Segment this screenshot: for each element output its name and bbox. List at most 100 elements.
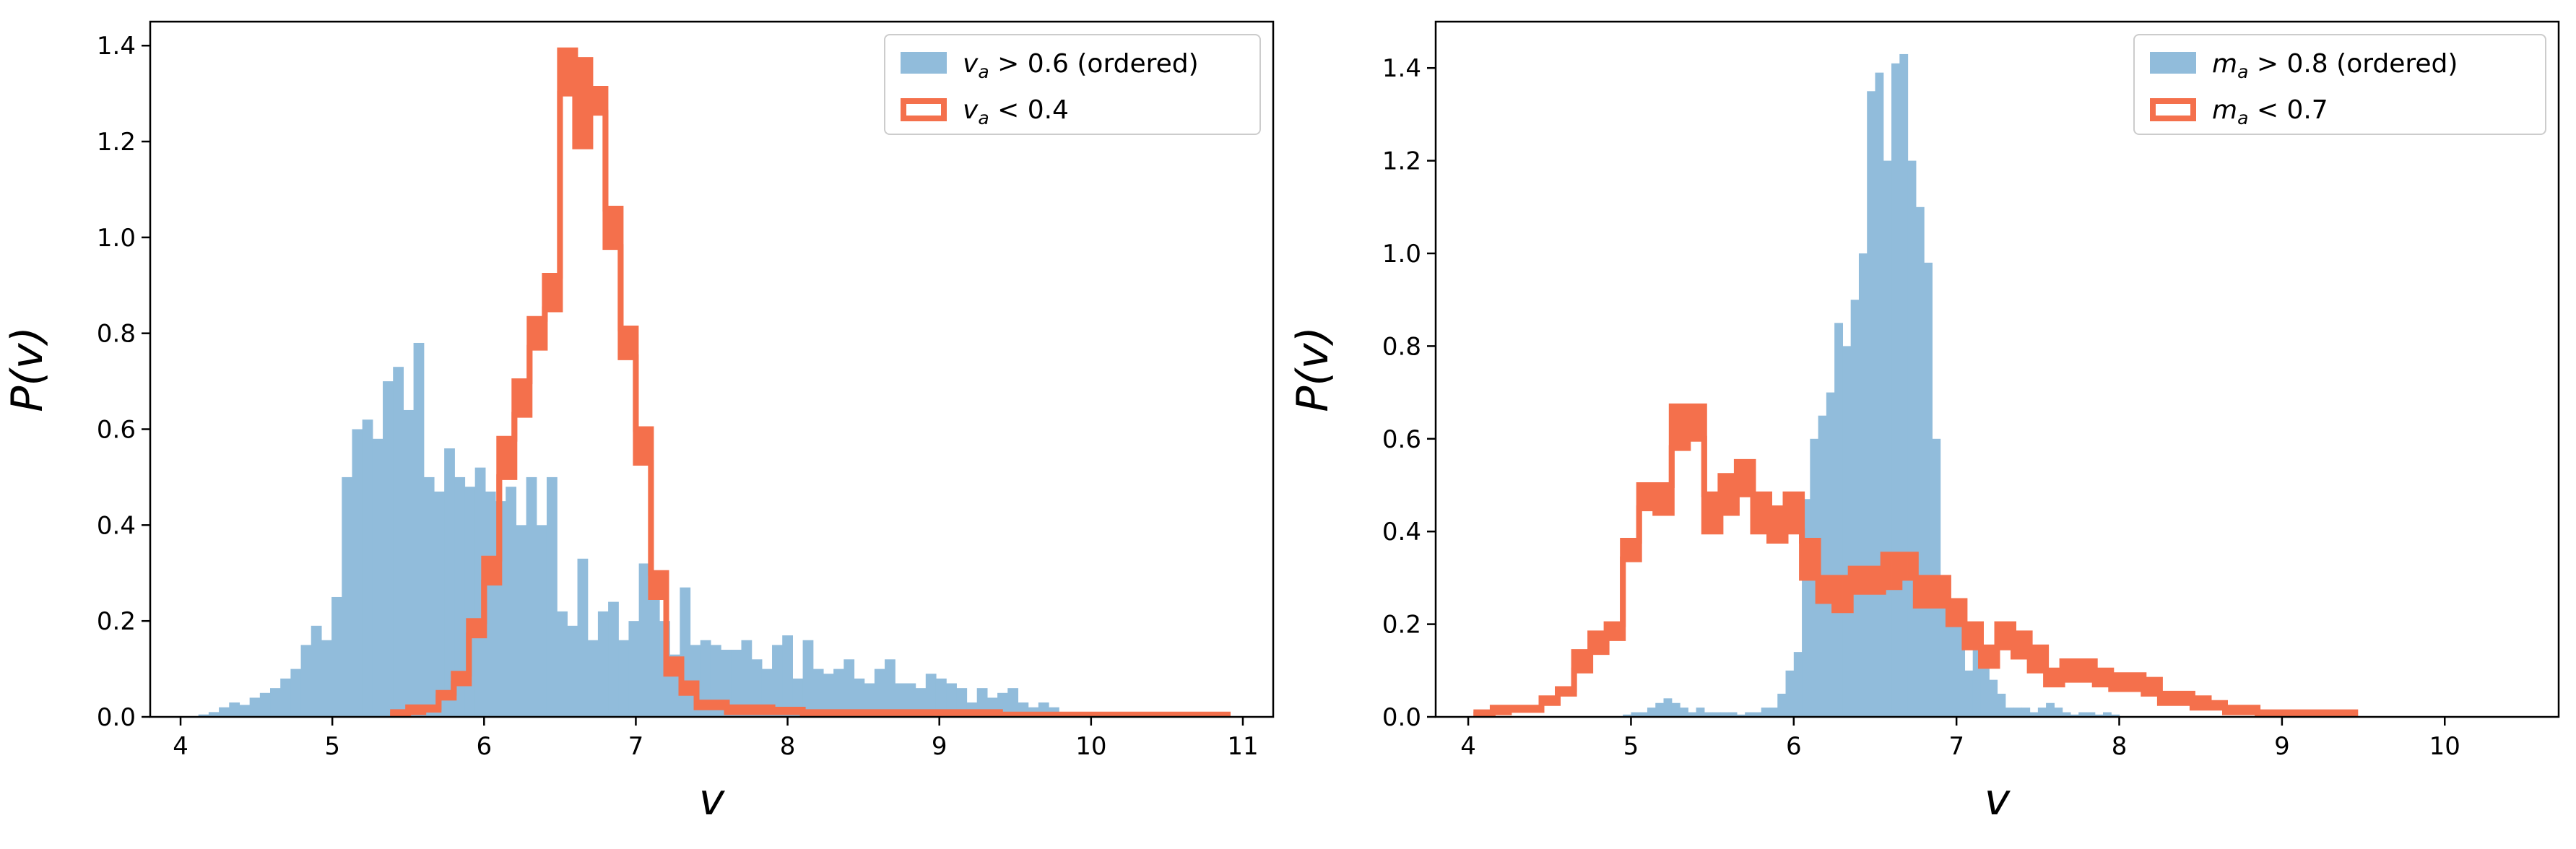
legend-subscript: a: [2237, 61, 2248, 82]
axes-frame: [1434, 20, 2560, 718]
x-tick-label: 5: [324, 732, 340, 761]
legend-subscript: a: [978, 108, 989, 129]
histogram-bar: [1769, 708, 1778, 717]
legend-relation: < 0.7: [2248, 95, 2328, 125]
histogram-bar: [219, 707, 230, 717]
histogram-bar: [2021, 708, 2031, 717]
histogram-bar: [1720, 712, 1730, 717]
histogram-bar: [1745, 712, 1754, 717]
left-histogram-chart: 4 5 6 7 8 9 10 11 0.0 0.2 0.4 0.6 0.8 1.0 1.2 1.4 v P(v) v…: [2, 20, 1275, 825]
histogram-bar: [393, 367, 404, 717]
histogram-bar: [935, 678, 947, 717]
histogram-bar: [2102, 712, 2112, 717]
histogram-bar: [1007, 688, 1019, 717]
y-tick-label: 0.6: [1382, 425, 1421, 454]
histogram-bar: [546, 476, 558, 717]
histogram-bar: [1915, 206, 1925, 717]
histogram-bar: [506, 487, 517, 717]
histogram-bar: [290, 669, 302, 717]
histogram-bar: [342, 476, 353, 717]
histogram-bar: [1647, 708, 1656, 717]
legend-swatch-step: [901, 98, 947, 121]
x-tick-label: 8: [2112, 732, 2128, 761]
histogram-bar: [597, 611, 609, 717]
x-tick-label: 7: [1948, 732, 1964, 761]
legend-var: v: [963, 49, 979, 79]
plot-area: [1473, 53, 2359, 717]
histogram-bar: [844, 659, 855, 717]
histogram-bar: [1883, 160, 1892, 717]
histogram-bar: [2078, 712, 2088, 717]
histogram-bar: [1907, 160, 1917, 717]
histogram-bar: [864, 683, 875, 717]
histogram-bar: [516, 525, 527, 717]
x-tick-label: 10: [2429, 732, 2460, 761]
histogram-bar: [587, 640, 599, 717]
axes-frame: [149, 20, 1275, 718]
x-tick-label: 9: [2274, 732, 2290, 761]
x-tick-label: 5: [1623, 732, 1639, 761]
histogram-bar: [731, 650, 742, 717]
legend-var: v: [963, 95, 979, 125]
histogram-bar: [812, 669, 824, 717]
histogram-bar: [618, 640, 630, 717]
y-tick-label: 0.4: [1382, 518, 1421, 547]
y-tick-label: 0.4: [97, 511, 136, 540]
histogram-bar: [1736, 714, 1745, 717]
histogram-bar: [413, 342, 425, 717]
histogram-bar: [331, 596, 342, 717]
x-tick-label: 7: [628, 732, 644, 761]
histogram-bar: [1924, 262, 1933, 717]
histogram-bar: [208, 712, 220, 717]
legend-subscript: a: [2237, 108, 2248, 129]
legend-box: [2133, 34, 2546, 135]
y-axis-title: P(v): [1288, 326, 1338, 412]
y-tick-label: 0.2: [1382, 611, 1421, 640]
histogram-bar: [1688, 712, 1697, 717]
histogram-bar: [1891, 63, 1900, 717]
histogram-bar: [249, 697, 261, 717]
histogram-bar: [321, 640, 332, 717]
histogram-bar: [259, 692, 271, 717]
histogram-bar: [372, 438, 383, 717]
histogram-bar: [700, 640, 711, 717]
histogram-bar: [741, 640, 753, 717]
legend-swatch-filled: [2150, 52, 2196, 74]
y-tick-label: 1.4: [1382, 54, 1421, 83]
histogram-bar: [1704, 712, 1713, 717]
histogram-bar: [1818, 415, 1827, 717]
x-tick-label: 11: [1227, 732, 1258, 761]
histogram-bar: [2029, 712, 2039, 717]
histogram-bar: [1948, 601, 1957, 717]
right-histogram-chart: 4 5 6 7 8 9 10 0.0 0.2 0.4 0.6 0.8 1.0 1.2 1.4 v P(v) ma …: [1288, 20, 2560, 825]
histogram-bar: [772, 645, 783, 717]
histogram-bar: [239, 705, 251, 717]
legend-subscript: a: [978, 61, 989, 82]
histogram-bar: [946, 683, 957, 717]
histogram-bar: [1850, 300, 1860, 717]
histogram-bar: [300, 645, 312, 717]
y-tick-label: 1.4: [97, 32, 136, 61]
step-line-lower: [1473, 435, 2356, 717]
y-tick-label: 0.8: [1382, 332, 1421, 361]
histogram-bar: [628, 621, 640, 717]
histogram-bar: [1696, 708, 1705, 717]
histogram-bar: [433, 491, 445, 717]
histogram-bar: [1712, 712, 1721, 717]
histogram-bar: [1956, 624, 1966, 717]
histogram-bar: [2054, 708, 2063, 717]
histogram-bar: [885, 659, 895, 717]
legend-entry-label: va > 0.6 (ordered): [963, 49, 1199, 82]
histogram-bar: [403, 409, 415, 717]
histogram-bar: [833, 669, 844, 717]
histogram-bar: [854, 678, 865, 717]
histogram-bar: [1655, 702, 1665, 717]
histogram-bar: [1680, 708, 1688, 717]
legend: ma > 0.8 (ordered)ma < 0.7: [2133, 34, 2546, 135]
x-axis-title: v: [699, 775, 726, 825]
histogram-bar: [710, 645, 721, 717]
histogram-bar: [680, 587, 691, 717]
histogram-bar: [905, 683, 916, 717]
histogram-bar: [280, 678, 291, 717]
